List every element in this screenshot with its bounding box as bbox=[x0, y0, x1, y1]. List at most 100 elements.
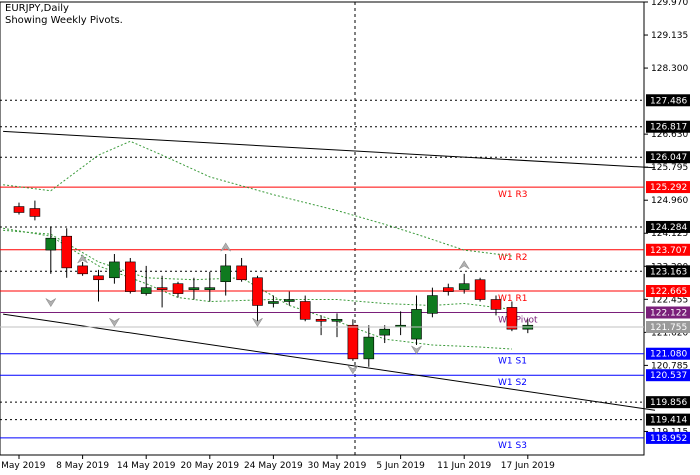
candle-body bbox=[188, 287, 200, 290]
fractal-down-marker bbox=[347, 365, 359, 375]
pivot-level-label: W1 R3 bbox=[498, 190, 527, 200]
candle-body bbox=[45, 237, 57, 251]
pivot-level-label: W1 R2 bbox=[498, 253, 527, 263]
chart-subtitle: Showing Weekly Pivots. bbox=[5, 15, 123, 26]
price-badge bbox=[646, 265, 690, 278]
price-badge bbox=[646, 220, 690, 233]
y-tick-label: 128.300 bbox=[651, 64, 688, 74]
price-badge-label: 122.122 bbox=[650, 308, 687, 318]
x-tick-label: 5 Jun 2019 bbox=[376, 461, 425, 471]
candle-body bbox=[268, 301, 279, 304]
candle-body bbox=[315, 318, 327, 322]
price-badge bbox=[646, 396, 690, 409]
price-badge-label: 126.817 bbox=[650, 123, 687, 133]
fractal-up-marker bbox=[220, 242, 231, 252]
y-tick-label: 126.630 bbox=[651, 130, 688, 140]
candle-body bbox=[13, 206, 25, 213]
envelope-curve bbox=[3, 229, 512, 350]
price-badge-label: 119.856 bbox=[650, 398, 687, 408]
y-tick-label: 124.960 bbox=[651, 196, 688, 206]
price-badge bbox=[646, 151, 690, 164]
price-badge bbox=[646, 306, 690, 319]
chart-symbol-title: EURJPY,Daily bbox=[5, 3, 69, 14]
candle-body bbox=[156, 287, 168, 290]
price-badge bbox=[646, 120, 690, 133]
envelope-curve bbox=[3, 227, 512, 310]
y-tick-label: 124.125 bbox=[651, 229, 688, 239]
envelope-curve bbox=[3, 140, 512, 257]
y-tick-label: 129.135 bbox=[651, 31, 688, 41]
x-tick-label: 8 May 2019 bbox=[56, 461, 109, 471]
candle-body bbox=[347, 324, 359, 360]
price-badge-label: 123.163 bbox=[650, 267, 687, 277]
candle-body bbox=[363, 336, 375, 360]
candle-body bbox=[61, 235, 73, 269]
x-tick-label: 24 May 2019 bbox=[244, 461, 303, 471]
price-badge-label: 121.080 bbox=[650, 350, 687, 360]
trendline bbox=[3, 130, 656, 169]
price-badge bbox=[646, 285, 690, 298]
x-tick-label: 14 May 2019 bbox=[117, 461, 176, 471]
candle-body bbox=[474, 279, 486, 300]
fractal-down-marker bbox=[45, 298, 57, 308]
price-badge bbox=[646, 431, 690, 444]
price-badge bbox=[646, 181, 690, 194]
candle-body bbox=[506, 307, 518, 330]
price-badge-label: 126.047 bbox=[650, 153, 687, 163]
pivot-level-label: W1 R1 bbox=[498, 294, 527, 304]
fractal-down-marker bbox=[109, 317, 120, 327]
candle-body bbox=[172, 283, 184, 294]
candle-body bbox=[109, 261, 120, 279]
pivot-level-label: W1 S2 bbox=[498, 378, 527, 388]
pivot-level-label: W1 S1 bbox=[498, 357, 527, 367]
price-badge bbox=[646, 94, 690, 107]
plot-frame bbox=[0, 1, 645, 456]
candle-body bbox=[490, 299, 502, 310]
candle-body bbox=[442, 287, 454, 292]
pivot-level-label: W1 S3 bbox=[498, 441, 527, 451]
price-badge-label: 121.755 bbox=[650, 323, 687, 333]
candle-body bbox=[252, 277, 263, 306]
pivot-level-label: W1 Pivot bbox=[498, 315, 538, 325]
price-badge-label: 122.665 bbox=[650, 287, 687, 297]
candle-body bbox=[140, 287, 152, 294]
y-tick-label: 121.620 bbox=[651, 328, 688, 338]
price-badge bbox=[646, 243, 690, 256]
price-badge-label: 125.292 bbox=[650, 183, 687, 193]
candle-body bbox=[29, 208, 41, 217]
candle-body bbox=[77, 265, 88, 275]
price-badge bbox=[646, 321, 690, 334]
x-tick-label: 30 May 2019 bbox=[308, 461, 367, 471]
price-badge-label: 124.284 bbox=[650, 223, 687, 233]
fractal-up-marker bbox=[458, 260, 470, 270]
y-tick-label: 120.785 bbox=[651, 361, 688, 371]
fractal-down-marker bbox=[411, 345, 422, 355]
candle-body bbox=[427, 295, 438, 314]
candle-body bbox=[411, 309, 422, 340]
x-tick-label: 2 May 2019 bbox=[0, 461, 46, 471]
x-tick-label: 20 May 2019 bbox=[180, 461, 239, 471]
candle-body bbox=[379, 328, 391, 336]
candle-body bbox=[125, 261, 136, 292]
candle-body bbox=[299, 301, 311, 320]
candle-body bbox=[220, 265, 231, 283]
x-tick-label: 17 Jun 2019 bbox=[501, 461, 555, 471]
trendline bbox=[3, 313, 656, 411]
price-badge-label: 127.486 bbox=[650, 96, 687, 106]
price-badge bbox=[646, 347, 690, 360]
price-badge bbox=[646, 369, 690, 382]
price-badge-label: 120.537 bbox=[650, 371, 687, 381]
x-tick-label: 11 Jun 2019 bbox=[437, 461, 491, 471]
candle-body bbox=[236, 265, 247, 281]
y-tick-label: 129.970 bbox=[651, 0, 688, 8]
price-badge-label: 123.707 bbox=[650, 246, 687, 256]
candle-body bbox=[283, 299, 295, 302]
candle-body bbox=[331, 318, 343, 322]
y-tick-label: 125.795 bbox=[651, 163, 688, 173]
y-tick-label: 122.455 bbox=[651, 295, 688, 305]
candle-body bbox=[458, 283, 470, 290]
fractal-down-marker bbox=[252, 317, 263, 327]
price-badge-label: 118.952 bbox=[650, 434, 687, 444]
candle-body bbox=[204, 287, 216, 290]
